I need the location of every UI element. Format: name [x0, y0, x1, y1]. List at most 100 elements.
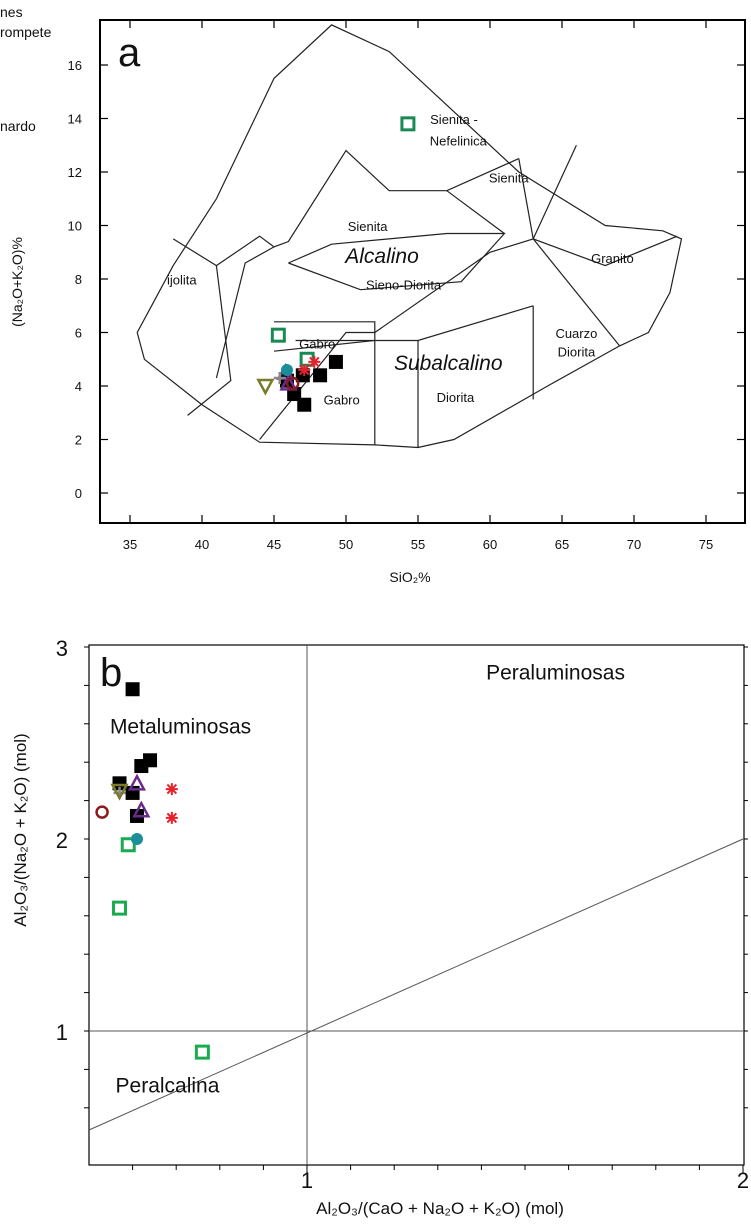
- y-tick-label: 14: [68, 112, 82, 127]
- diagonal-line: [88, 838, 744, 1131]
- field-label: Gabro: [299, 337, 335, 352]
- y-tick-label: 4: [75, 379, 82, 394]
- sample-point-open-circle: [95, 805, 109, 819]
- panel-a-data-points: [256, 116, 416, 412]
- sample-point-filled-circle: [280, 363, 293, 376]
- panel-a-axis-ticks: [100, 20, 745, 523]
- x-tick-label: 55: [411, 537, 425, 552]
- panel-a-y-axis-label: (Na₂O+K₂O)%: [9, 237, 25, 327]
- y-tick-label: 2: [56, 828, 68, 853]
- y-tick-label: 3: [56, 636, 68, 661]
- field-label: Diorita: [437, 390, 475, 405]
- sample-point-star: [165, 811, 178, 824]
- field-label: Sienita -: [430, 112, 478, 127]
- tas-boundary-7: [518, 158, 534, 240]
- sample-point-open-square: [194, 1044, 210, 1060]
- region-label: Peralcalina: [116, 1074, 220, 1097]
- sample-point-star: [298, 363, 311, 376]
- x-tick-label: 50: [339, 537, 353, 552]
- x-tick-label: 2: [737, 1168, 749, 1193]
- cut-legend-text-2: rompete: [0, 24, 52, 40]
- panel-b-reference-lines: [88, 645, 744, 1165]
- field-label: ijolita: [167, 272, 197, 287]
- sample-point-open-triangle-down: [256, 378, 275, 396]
- y-tick-label: 8: [75, 272, 82, 287]
- y-tick-label: 6: [75, 326, 82, 341]
- affinity-label: Subalcalino: [394, 352, 503, 375]
- cut-legend-text-3: nardo: [0, 118, 36, 134]
- sample-point-plus: [273, 371, 286, 384]
- sample-point-filled-square: [143, 753, 158, 768]
- field-label: Sienita: [348, 219, 389, 234]
- sample-point-filled-square: [313, 368, 328, 383]
- x-tick-label: 65: [555, 537, 569, 552]
- sample-point-open-triangle-down: [110, 783, 129, 801]
- tas-boundary-6: [446, 190, 505, 234]
- panel-b-alumina-diagram: 1 2 1 2 3 Peraluminosas Metaluminosas Peralcal…: [11, 636, 749, 1218]
- tas-boundary-2: [216, 235, 275, 267]
- panel-a-frame: [99, 19, 746, 524]
- y-tick-label: 0: [75, 486, 82, 501]
- sample-point-star: [165, 783, 178, 796]
- sample-point-open-triangle: [279, 373, 298, 391]
- x-tick-label: 75: [699, 537, 713, 552]
- y-tick-label: 2: [75, 433, 82, 448]
- y-tick-label: 12: [68, 165, 82, 180]
- field-label: Granito: [591, 251, 634, 266]
- panel-a-field-labels: Sienita - Nefelinica Sienita Sienita ijolita…: [167, 112, 634, 408]
- sample-point-open-square: [400, 116, 416, 132]
- tas-boundary-1: [172, 238, 232, 416]
- panel-b-tick-labels: 1 2 1 2 3: [56, 636, 749, 1193]
- tas-boundary-10: [295, 305, 534, 342]
- sample-point-open-square: [270, 327, 286, 343]
- y-tick-label: 1: [56, 1020, 68, 1045]
- region-label: Metaluminosas: [110, 715, 251, 738]
- x-tick-label: 35: [123, 537, 137, 552]
- x-tick-label: 1: [301, 1168, 313, 1193]
- panel-a-series-labels: Alcalino Subalcalino: [343, 245, 503, 375]
- sample-point-open-square: [120, 837, 136, 853]
- sample-point-star: [308, 355, 321, 368]
- field-label: Cuarzo: [555, 326, 597, 341]
- region-label: Peraluminosas: [486, 662, 625, 685]
- tas-boundary-4: [259, 235, 678, 440]
- panel-b-data-points: [95, 682, 210, 1060]
- x-tick-label: 40: [195, 537, 209, 552]
- y-tick-label: 10: [68, 219, 82, 234]
- field-label: Sienita: [489, 171, 530, 186]
- panel-b-x-axis-label: Al₂O₃/(CaO + Na₂O + K₂O) (mol): [316, 1199, 564, 1218]
- tas-boundary-14: [532, 238, 621, 347]
- sample-point-filled-square: [297, 397, 312, 412]
- sample-point-open-triangle: [132, 800, 151, 818]
- tas-boundary-0: [136, 24, 683, 449]
- sample-point-open-triangle: [127, 773, 147, 791]
- sample-point-filled-square: [112, 776, 127, 791]
- affinity-label: Alcalino: [343, 245, 419, 268]
- field-label: Gabro: [324, 393, 360, 408]
- tas-boundary-3: [215, 149, 520, 379]
- x-tick-label: 70: [627, 537, 641, 552]
- field-label: Nefelinica: [430, 133, 488, 148]
- sample-point-open-square: [299, 351, 315, 367]
- panel-b-axis-ticks: [84, 646, 748, 1174]
- field-label: Sieno-Diorita: [366, 278, 442, 293]
- x-tick-label: 60: [483, 537, 497, 552]
- sample-point-open-square: [112, 900, 128, 916]
- panel-a-x-axis-label: SiO₂%: [389, 569, 430, 585]
- field-label: Diorita: [558, 345, 596, 360]
- x-tick-label: 45: [267, 537, 281, 552]
- y-tick-label: 16: [68, 58, 82, 73]
- panel-a-letter: a: [118, 31, 141, 75]
- sample-point-filled-circle: [130, 833, 143, 845]
- panel-a-tick-labels: 35 40 45 50 55 60 65 70 75 0 2 4 6 8 10 12 14 16: [68, 58, 714, 552]
- tas-field-boundaries: [136, 24, 683, 449]
- sample-point-open-circle: [285, 376, 300, 391]
- tas-boundary-9: [273, 321, 376, 352]
- tas-boundary-8: [532, 145, 577, 240]
- sample-point-filled-square: [125, 682, 140, 697]
- panel-a-tas-diagram: 35 40 45 50 55 60 65 70 75 0 2 4 6 8 10 12 14 16 Sienita …: [9, 19, 746, 585]
- panel-b-y-axis-label: Al₂O₃/(Na₂O + K₂O) (mol): [11, 733, 30, 926]
- panel-b-frame: [88, 644, 745, 1166]
- sample-point-filled-square: [328, 354, 343, 369]
